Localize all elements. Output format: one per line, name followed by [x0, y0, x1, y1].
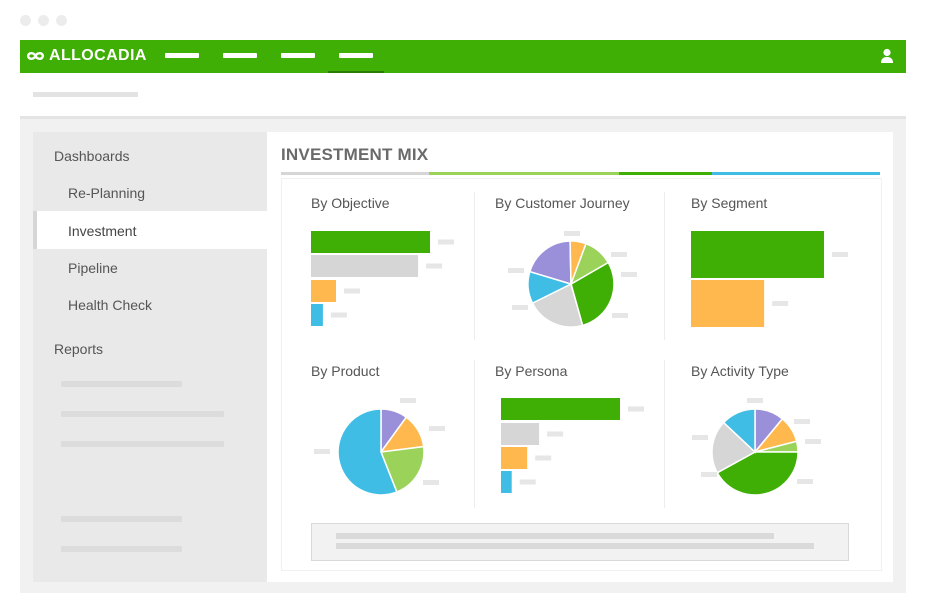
pie-label-placeholder [611, 252, 627, 257]
pie-label-placeholder [612, 313, 628, 318]
title-rule-segment [712, 172, 880, 175]
sidebar-item-investment[interactable]: Investment [68, 223, 137, 239]
title-rule-segment [619, 172, 712, 175]
pie-label-placeholder [508, 268, 524, 273]
pie-label-placeholder [747, 398, 763, 403]
allocadia-infinity-icon [27, 52, 44, 60]
bar [501, 398, 620, 420]
bar [501, 471, 512, 493]
sidebar-item-pipeline[interactable]: Pipeline [68, 260, 118, 276]
pie-label-placeholder [797, 479, 813, 484]
pie-slice [379, 445, 425, 493]
bar-label-placeholder [343, 288, 360, 294]
report-item-placeholder[interactable] [61, 411, 224, 417]
bar [501, 447, 528, 469]
column-divider [664, 192, 665, 340]
top-navbar: ALLOCADIA [20, 40, 906, 73]
bar-label-placeholder [772, 301, 789, 306]
bar-label-placeholder [426, 263, 443, 269]
summary-box [311, 523, 849, 561]
panel-title-by-objective: By Objective [311, 195, 390, 211]
pie-label-placeholder [621, 272, 637, 277]
bar-label-placeholder [438, 239, 454, 245]
sidebar-active-marker [33, 211, 37, 249]
bar-label-placeholder [832, 252, 848, 257]
nav-item-1[interactable] [165, 53, 199, 58]
bar [311, 280, 336, 302]
column-divider [474, 192, 475, 340]
bar [691, 280, 765, 327]
pie-label-placeholder [692, 435, 708, 440]
panel-title-by-segment: By Segment [691, 195, 768, 211]
header-divider [20, 116, 906, 119]
pie-slice [528, 240, 572, 286]
pie-slice [716, 451, 799, 496]
bar-label-placeholder [628, 406, 644, 412]
pie-slice [337, 408, 398, 496]
breadcrumb-placeholder [33, 92, 138, 97]
nav-active-indicator [328, 71, 384, 73]
sidebar-active-highlight [37, 211, 267, 249]
bar [311, 255, 419, 277]
report-item-placeholder[interactable] [61, 516, 182, 522]
column-divider [664, 360, 665, 508]
pie-label-placeholder [314, 449, 330, 454]
panel-title-by-product: By Product [311, 363, 380, 379]
bar-label-placeholder [535, 455, 552, 461]
pie-slice [531, 282, 584, 328]
bar [311, 304, 323, 326]
sidebar-section-dashboards[interactable]: Dashboards [54, 148, 130, 164]
report-item-placeholder[interactable] [61, 381, 182, 387]
report-item-placeholder[interactable] [61, 546, 182, 552]
window-minimize-button[interactable] [38, 15, 49, 26]
user-icon[interactable] [880, 48, 894, 64]
bar [311, 231, 430, 253]
page-title: INVESTMENT MIX [281, 145, 429, 164]
sidebar [33, 132, 267, 582]
pie-label-placeholder [400, 398, 416, 403]
panel-title-by-customer-journey: By Customer Journey [495, 195, 630, 211]
sidebar-section-reports[interactable]: Reports [54, 341, 104, 357]
nav-item-2[interactable] [223, 53, 257, 58]
nav-item-3[interactable] [281, 53, 315, 58]
logo[interactable]: ALLOCADIA [27, 47, 147, 65]
pie-slice [711, 421, 757, 474]
bar [691, 231, 824, 278]
column-divider [474, 360, 475, 508]
window-close-button[interactable] [20, 15, 31, 26]
bar-label-placeholder [519, 479, 536, 485]
pie-slice [569, 242, 610, 286]
pie-label-placeholder [701, 472, 717, 477]
title-rule-segment [281, 172, 429, 175]
logo-text: ALLOCADIA [49, 47, 147, 64]
sidebar-item-health-check[interactable]: Health Check [68, 297, 153, 313]
pie-label-placeholder [564, 231, 580, 236]
pie-label-placeholder [512, 305, 528, 310]
summary-line-placeholder [336, 533, 774, 539]
bar-label-placeholder [330, 312, 347, 318]
panel-title-by-activity-type: By Activity Type [691, 363, 789, 379]
summary-line-placeholder [336, 543, 814, 549]
pie-label-placeholder [423, 480, 439, 485]
report-item-placeholder[interactable] [61, 441, 224, 447]
bar-label-placeholder [547, 431, 564, 437]
sidebar-item-re-planning[interactable]: Re-Planning [68, 185, 146, 201]
pie-label-placeholder [794, 419, 810, 424]
pie-label-placeholder [805, 439, 821, 444]
bar [501, 423, 540, 445]
title-rule-segment [429, 172, 619, 175]
window-maximize-button[interactable] [56, 15, 67, 26]
panel-title-by-persona: By Persona [495, 363, 568, 379]
pie-label-placeholder [429, 426, 445, 431]
pie-slice [722, 408, 756, 454]
nav-item-4-active[interactable] [339, 53, 373, 58]
